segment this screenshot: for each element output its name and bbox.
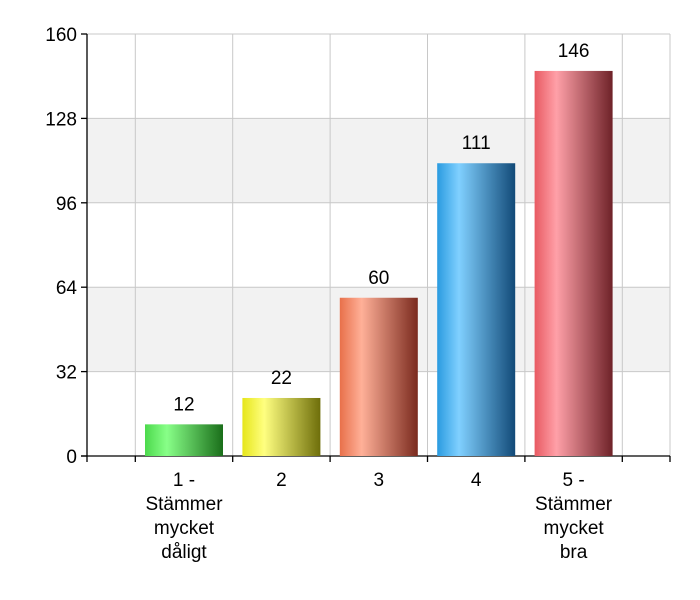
x-tick-label-3: 3 xyxy=(374,470,385,491)
x-tick-label-1: 1 -Stämmer mycket dåligt xyxy=(145,470,223,563)
y-tick-label: 64 xyxy=(56,278,78,299)
bar-3 xyxy=(339,297,418,456)
y-tick-label: 32 xyxy=(56,363,77,384)
bar-2 xyxy=(242,397,321,456)
x-tick-label-2: 2 xyxy=(276,470,287,491)
y-tick-label: 96 xyxy=(56,194,77,215)
y-tick-label: 128 xyxy=(45,109,77,130)
x-tick-label-4: 4 xyxy=(471,470,482,491)
data-labels: 12 22 60 111 146 xyxy=(173,41,589,415)
bar-1 xyxy=(145,424,223,456)
data-label-4: 111 xyxy=(462,133,491,154)
data-label-1: 12 xyxy=(173,394,194,415)
data-label-5: 146 xyxy=(558,41,590,62)
bar-4 xyxy=(437,163,516,457)
y-tick-label: 160 xyxy=(45,25,77,46)
data-label-3: 60 xyxy=(368,268,389,289)
data-label-2: 22 xyxy=(271,368,292,389)
x-tick-label-5: 5 -Stämmer mycket bra xyxy=(535,470,613,563)
y-axis-ticks: 0 32 64 96 128 160 xyxy=(45,25,87,468)
bars xyxy=(145,70,613,457)
bar-5 xyxy=(534,70,613,457)
y-tick-label: 0 xyxy=(66,447,77,468)
x-axis-labels: 1 -Stämmer mycket dåligt 2 3 4 5 -Stämmer mycke… xyxy=(145,470,612,563)
